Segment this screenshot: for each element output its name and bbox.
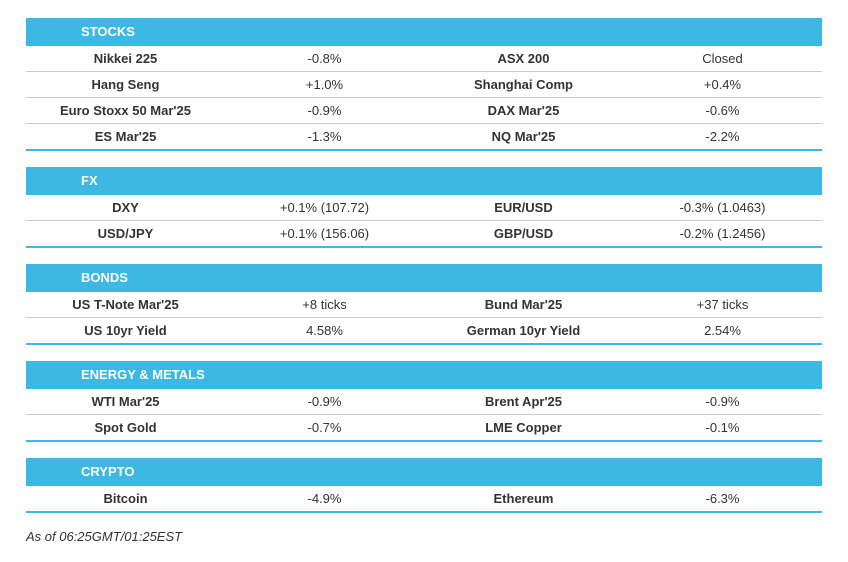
instrument-value: +0.1% (107.72) <box>225 200 424 215</box>
instrument-label: Bund Mar'25 <box>424 297 623 312</box>
table-row: Hang Seng+1.0%Shanghai Comp+0.4% <box>26 72 822 98</box>
instrument-label: ES Mar'25 <box>26 129 225 144</box>
instrument-label: US 10yr Yield <box>26 323 225 338</box>
instrument-value: -0.7% <box>225 420 424 435</box>
section-header: ENERGY & METALS <box>26 361 822 389</box>
section-bonds: BONDSUS T-Note Mar'25+8 ticksBund Mar'25… <box>26 264 822 345</box>
instrument-value: +8 ticks <box>225 297 424 312</box>
section-fx: FXDXY+0.1% (107.72)EUR/USD-0.3% (1.0463)… <box>26 167 822 248</box>
section-crypto: CRYPTOBitcoin-4.9%Ethereum-6.3% <box>26 458 822 513</box>
instrument-label: DAX Mar'25 <box>424 103 623 118</box>
instrument-value: +37 ticks <box>623 297 822 312</box>
table-row: Nikkei 225-0.8%ASX 200Closed <box>26 46 822 72</box>
table-row: Spot Gold-0.7%LME Copper-0.1% <box>26 415 822 442</box>
instrument-value: -1.3% <box>225 129 424 144</box>
section-header: FX <box>26 167 822 195</box>
table-row: DXY+0.1% (107.72)EUR/USD-0.3% (1.0463) <box>26 195 822 221</box>
instrument-value: -0.1% <box>623 420 822 435</box>
instrument-value: -0.8% <box>225 51 424 66</box>
instrument-label: NQ Mar'25 <box>424 129 623 144</box>
instrument-value: Closed <box>623 51 822 66</box>
instrument-value: +0.4% <box>623 77 822 92</box>
instrument-label: ASX 200 <box>424 51 623 66</box>
instrument-value: -0.9% <box>225 394 424 409</box>
section-header: CRYPTO <box>26 458 822 486</box>
table-row: ES Mar'25-1.3%NQ Mar'25-2.2% <box>26 124 822 151</box>
timestamp-footnote: As of 06:25GMT/01:25EST <box>26 529 822 544</box>
instrument-label: US T-Note Mar'25 <box>26 297 225 312</box>
instrument-value: -0.9% <box>623 394 822 409</box>
instrument-value: -0.6% <box>623 103 822 118</box>
instrument-value: 4.58% <box>225 323 424 338</box>
instrument-label: WTI Mar'25 <box>26 394 225 409</box>
instrument-value: -0.2% (1.2456) <box>623 226 822 241</box>
instrument-label: Brent Apr'25 <box>424 394 623 409</box>
instrument-label: Spot Gold <box>26 420 225 435</box>
instrument-label: Euro Stoxx 50 Mar'25 <box>26 103 225 118</box>
table-row: Euro Stoxx 50 Mar'25-0.9%DAX Mar'25-0.6% <box>26 98 822 124</box>
instrument-value: -0.3% (1.0463) <box>623 200 822 215</box>
instrument-label: Nikkei 225 <box>26 51 225 66</box>
instrument-label: GBP/USD <box>424 226 623 241</box>
instrument-value: 2.54% <box>623 323 822 338</box>
table-row: US 10yr Yield4.58%German 10yr Yield2.54% <box>26 318 822 345</box>
table-row: USD/JPY+0.1% (156.06)GBP/USD-0.2% (1.245… <box>26 221 822 248</box>
section-energy-metals: ENERGY & METALSWTI Mar'25-0.9%Brent Apr'… <box>26 361 822 442</box>
instrument-value: -6.3% <box>623 491 822 506</box>
section-stocks: STOCKSNikkei 225-0.8%ASX 200ClosedHang S… <box>26 18 822 151</box>
instrument-label: Shanghai Comp <box>424 77 623 92</box>
instrument-label: DXY <box>26 200 225 215</box>
instrument-label: LME Copper <box>424 420 623 435</box>
instrument-label: German 10yr Yield <box>424 323 623 338</box>
instrument-value: +0.1% (156.06) <box>225 226 424 241</box>
table-row: Bitcoin-4.9%Ethereum-6.3% <box>26 486 822 513</box>
instrument-label: Bitcoin <box>26 491 225 506</box>
instrument-value: +1.0% <box>225 77 424 92</box>
table-row: US T-Note Mar'25+8 ticksBund Mar'25+37 t… <box>26 292 822 318</box>
market-overview: STOCKSNikkei 225-0.8%ASX 200ClosedHang S… <box>26 18 822 513</box>
instrument-value: -2.2% <box>623 129 822 144</box>
instrument-value: -0.9% <box>225 103 424 118</box>
section-header: STOCKS <box>26 18 822 46</box>
instrument-label: Ethereum <box>424 491 623 506</box>
instrument-label: EUR/USD <box>424 200 623 215</box>
instrument-value: -4.9% <box>225 491 424 506</box>
instrument-label: Hang Seng <box>26 77 225 92</box>
section-header: BONDS <box>26 264 822 292</box>
instrument-label: USD/JPY <box>26 226 225 241</box>
table-row: WTI Mar'25-0.9%Brent Apr'25-0.9% <box>26 389 822 415</box>
